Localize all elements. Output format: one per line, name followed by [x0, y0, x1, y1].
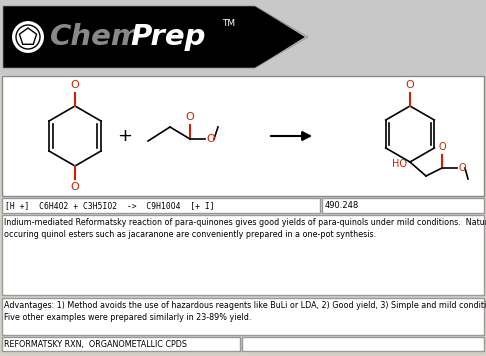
FancyBboxPatch shape — [2, 215, 484, 295]
FancyBboxPatch shape — [322, 198, 484, 213]
Text: Chem: Chem — [50, 23, 142, 51]
Text: [H +]  C6H4O2 + C3H5IO2  ->  C9H10O4  [+ I]: [H +] C6H4O2 + C3H5IO2 -> C9H10O4 [+ I] — [5, 201, 215, 210]
Text: O: O — [438, 142, 446, 152]
Text: Indium-mediated Reformatsky reaction of para-quinones gives good yields of para-: Indium-mediated Reformatsky reaction of … — [4, 218, 486, 239]
Text: O: O — [458, 163, 466, 173]
Text: Prep: Prep — [130, 23, 206, 51]
Text: +: + — [118, 127, 133, 145]
Polygon shape — [3, 6, 305, 68]
FancyBboxPatch shape — [2, 337, 240, 351]
Text: 490.248: 490.248 — [325, 201, 359, 210]
Text: O: O — [406, 80, 415, 90]
Text: O: O — [70, 80, 79, 90]
FancyBboxPatch shape — [0, 0, 486, 75]
Text: O: O — [206, 134, 215, 144]
Text: TM: TM — [222, 19, 235, 27]
Text: O: O — [70, 182, 79, 192]
Text: HO: HO — [392, 159, 407, 169]
FancyBboxPatch shape — [242, 337, 484, 351]
Text: O: O — [186, 112, 194, 122]
FancyBboxPatch shape — [2, 76, 484, 196]
FancyBboxPatch shape — [2, 198, 320, 213]
FancyBboxPatch shape — [2, 298, 484, 335]
Circle shape — [11, 20, 45, 54]
Text: Advantages: 1) Method avoids the use of hazardous reagents like BuLi or LDA, 2) : Advantages: 1) Method avoids the use of … — [4, 301, 486, 322]
Text: REFORMATSKY RXN,  ORGANOMETALLIC CPDS: REFORMATSKY RXN, ORGANOMETALLIC CPDS — [4, 340, 187, 349]
